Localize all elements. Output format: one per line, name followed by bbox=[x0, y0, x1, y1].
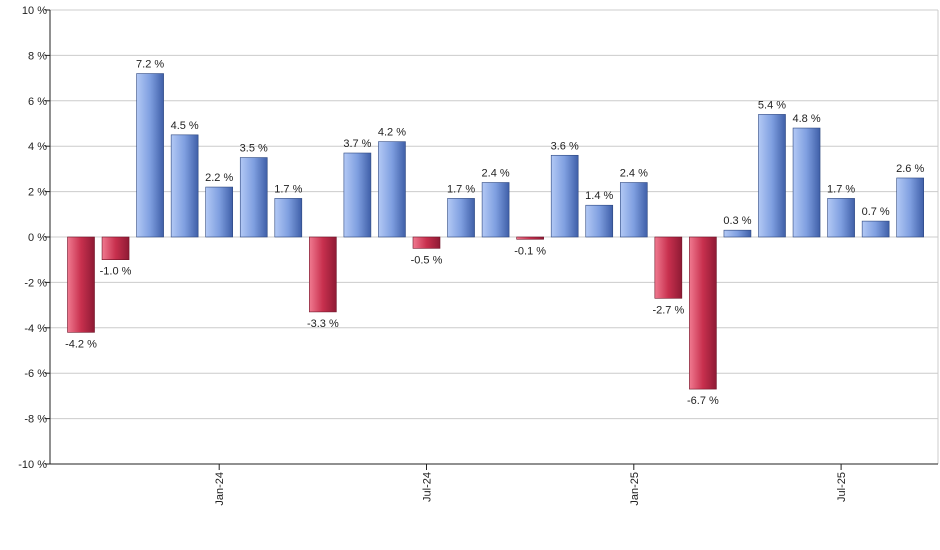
data-label: 2.4 % bbox=[482, 168, 510, 180]
bars bbox=[67, 73, 925, 390]
data-label: 1.4 % bbox=[585, 190, 613, 202]
y-tick-label: 0 % bbox=[28, 232, 47, 244]
data-label: 1.7 % bbox=[274, 183, 302, 195]
data-label: 4.2 % bbox=[378, 127, 406, 139]
data-label: 0.7 % bbox=[862, 206, 890, 218]
data-label: 5.4 % bbox=[758, 99, 786, 111]
bar bbox=[447, 198, 475, 238]
bar bbox=[550, 154, 579, 238]
y-tick-label: -10 % bbox=[18, 459, 47, 471]
data-labels: -4.2 % -1.0 % 7.2 % 4.5 % 2.2 % 3.5 % 1.7 % -3.… bbox=[65, 59, 924, 408]
bar bbox=[758, 114, 786, 238]
y-tick-label: 2 % bbox=[28, 187, 47, 199]
bar bbox=[792, 127, 821, 238]
data-label: 2.6 % bbox=[896, 163, 924, 175]
bar bbox=[343, 152, 372, 238]
bar bbox=[585, 204, 614, 238]
data-label: -1.0 % bbox=[100, 266, 132, 278]
y-tick-label: -4 % bbox=[24, 323, 47, 335]
data-label: 2.2 % bbox=[205, 172, 233, 184]
y-tick-label: 10 % bbox=[22, 5, 47, 17]
x-tick-label: Jan-24 bbox=[214, 472, 226, 506]
data-label: 3.6 % bbox=[551, 140, 579, 152]
data-label: 0.3 % bbox=[723, 215, 751, 227]
bar bbox=[516, 236, 544, 240]
data-label: 1.7 % bbox=[447, 183, 475, 195]
x-tick-label: Jan-25 bbox=[629, 472, 641, 506]
bar bbox=[654, 236, 683, 299]
bar bbox=[619, 182, 648, 238]
bar bbox=[239, 157, 268, 238]
bar bbox=[827, 198, 855, 238]
bar bbox=[205, 186, 233, 238]
bar bbox=[861, 220, 890, 238]
y-tick-label: 6 % bbox=[28, 96, 47, 108]
data-label: 4.8 % bbox=[792, 113, 820, 125]
data-label: -2.7 % bbox=[652, 304, 684, 316]
axes: -10 % -8 % -6 % -4 % -2 % 0 % 2 % 4 % 6 % 8 % 10 %… bbox=[18, 5, 938, 506]
data-label: 3.7 % bbox=[343, 138, 371, 150]
bar bbox=[689, 236, 717, 390]
data-label: 3.5 % bbox=[240, 143, 268, 155]
bar bbox=[309, 236, 337, 313]
data-label: -4.2 % bbox=[65, 338, 97, 350]
y-tick-label: 4 % bbox=[28, 141, 47, 153]
data-label: 1.7 % bbox=[827, 183, 855, 195]
y-tick-label: -8 % bbox=[24, 414, 47, 426]
bar bbox=[896, 177, 925, 238]
bar bbox=[170, 134, 199, 238]
bar bbox=[723, 229, 752, 238]
bar bbox=[136, 73, 164, 238]
x-tick-label: Jul-25 bbox=[836, 472, 848, 502]
bar bbox=[481, 182, 510, 238]
data-label: -0.5 % bbox=[411, 254, 443, 266]
data-label: -0.1 % bbox=[514, 245, 546, 257]
data-label: 7.2 % bbox=[136, 59, 164, 71]
bar bbox=[378, 141, 406, 238]
data-label: -3.3 % bbox=[307, 318, 339, 330]
y-tick-label: -2 % bbox=[24, 277, 47, 289]
bar bbox=[101, 236, 130, 261]
data-label: -6.7 % bbox=[687, 395, 719, 407]
y-tick-label: 8 % bbox=[28, 50, 47, 62]
y-tick-label: -6 % bbox=[24, 368, 47, 380]
data-label: 2.4 % bbox=[620, 168, 648, 180]
bar bbox=[412, 236, 441, 249]
bar bbox=[274, 198, 303, 238]
bar bbox=[67, 236, 95, 333]
data-label: 4.5 % bbox=[171, 120, 199, 132]
x-tick-label: Jul-24 bbox=[422, 472, 434, 502]
